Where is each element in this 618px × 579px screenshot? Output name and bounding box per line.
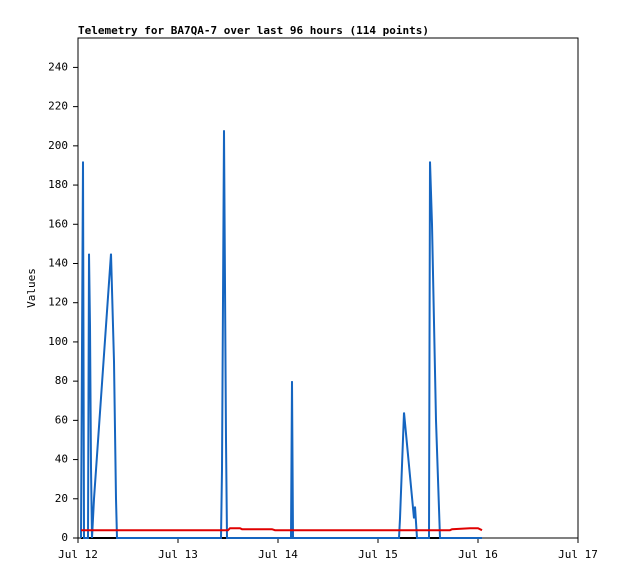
x-tick-label: Jul 12 xyxy=(58,548,98,561)
series-line xyxy=(80,130,482,539)
y-tick-label: 220 xyxy=(48,100,68,113)
y-axis-label: Values xyxy=(25,268,38,308)
x-tick-label: Jul 14 xyxy=(258,548,298,561)
x-tick-label: Jul 17 xyxy=(558,548,598,561)
y-tick-label: 100 xyxy=(48,335,68,348)
y-tick-label: 0 xyxy=(61,531,68,544)
y-tick-label: 120 xyxy=(48,296,68,309)
y-tick-label: 40 xyxy=(55,453,68,466)
x-tick-label: Jul 16 xyxy=(458,548,498,561)
y-tick-label: 80 xyxy=(55,374,68,387)
y-tick-label: 240 xyxy=(48,60,68,73)
y-tick-label: 20 xyxy=(55,492,68,505)
y-tick-label: 180 xyxy=(48,178,68,191)
series-line xyxy=(81,527,483,532)
chart-title: Telemetry for BA7QA-7 over last 96 hours… xyxy=(78,24,429,37)
y-tick-label: 140 xyxy=(48,256,68,269)
y-tick-label: 60 xyxy=(55,413,68,426)
x-tick-label: Jul 13 xyxy=(158,548,198,561)
y-tick-label: 160 xyxy=(48,217,68,230)
x-tick-label: Jul 15 xyxy=(358,548,398,561)
plot-frame xyxy=(77,37,579,539)
y-tick-label: 200 xyxy=(48,139,68,152)
